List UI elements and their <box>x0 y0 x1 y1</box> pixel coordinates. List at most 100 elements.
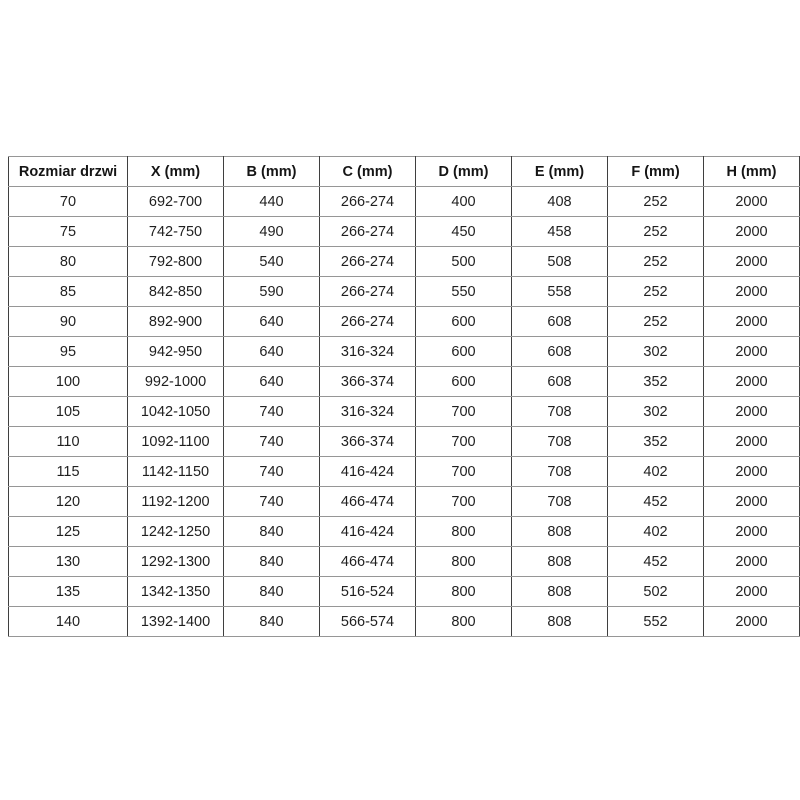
table-row: 125 1242-1250 840 416-424 800 808 402 2000 <box>8 516 800 547</box>
dimension-value-cell: 2000 <box>703 216 800 247</box>
dimension-value-cell: 508 <box>511 246 608 277</box>
dimension-value-cell: 302 <box>607 336 704 367</box>
dimension-value-cell: 252 <box>607 306 704 337</box>
dimension-value-cell: 840 <box>223 546 320 577</box>
dimension-value-cell: 2000 <box>703 396 800 427</box>
table-row: 85 842-850 590 266-274 550 558 252 2000 <box>8 276 800 307</box>
dimension-value-cell: 842-850 <box>127 276 224 307</box>
table-row: 100 992-1000 640 366-374 600 608 352 2000 <box>8 366 800 397</box>
dimension-value-cell: 640 <box>223 306 320 337</box>
table-row: 90 892-900 640 266-274 600 608 252 2000 <box>8 306 800 337</box>
table-body: 70 692-700 440 266-274 400 408 252 2000 75 742-75… <box>8 186 800 637</box>
dimension-value-cell: 402 <box>607 456 704 487</box>
dimension-value-cell: 550 <box>415 276 512 307</box>
dimension-value-cell: 700 <box>415 456 512 487</box>
dimension-value-cell: 892-900 <box>127 306 224 337</box>
dimension-value-cell: 2000 <box>703 366 800 397</box>
dimension-value-cell: 2000 <box>703 456 800 487</box>
dimension-value-cell: 792-800 <box>127 246 224 277</box>
dimension-value-cell: 600 <box>415 336 512 367</box>
dimension-value-cell: 942-950 <box>127 336 224 367</box>
dimension-value-cell: 708 <box>511 426 608 457</box>
dimension-value-cell: 502 <box>607 576 704 607</box>
dimension-value-cell: 2000 <box>703 576 800 607</box>
dimension-value-cell: 252 <box>607 216 704 247</box>
dimension-value-cell: 2000 <box>703 186 800 217</box>
dimension-value-cell: 1242-1250 <box>127 516 224 547</box>
dimension-value-cell: 708 <box>511 486 608 517</box>
dimension-value-cell: 252 <box>607 246 704 277</box>
table-row: 70 692-700 440 266-274 400 408 252 2000 <box>8 186 800 217</box>
dimension-value-cell: 366-374 <box>319 366 416 397</box>
door-size-cell: 115 <box>8 456 128 487</box>
dimension-value-cell: 516-524 <box>319 576 416 607</box>
column-header: Rozmiar drzwi <box>8 156 128 187</box>
dimension-value-cell: 2000 <box>703 276 800 307</box>
table-row: 95 942-950 640 316-324 600 608 302 2000 <box>8 336 800 367</box>
dimension-value-cell: 458 <box>511 216 608 247</box>
dimension-value-cell: 1092-1100 <box>127 426 224 457</box>
dimension-value-cell: 740 <box>223 456 320 487</box>
dimension-value-cell: 566-574 <box>319 606 416 637</box>
dimension-value-cell: 740 <box>223 426 320 457</box>
dimension-value-cell: 700 <box>415 486 512 517</box>
dimension-value-cell: 466-474 <box>319 546 416 577</box>
dimension-value-cell: 266-274 <box>319 276 416 307</box>
dimension-value-cell: 316-324 <box>319 396 416 427</box>
dimension-value-cell: 266-274 <box>319 246 416 277</box>
dimension-value-cell: 800 <box>415 516 512 547</box>
dimension-value-cell: 1292-1300 <box>127 546 224 577</box>
dimension-value-cell: 608 <box>511 336 608 367</box>
door-size-cell: 130 <box>8 546 128 577</box>
dimension-value-cell: 708 <box>511 456 608 487</box>
dimension-value-cell: 800 <box>415 546 512 577</box>
column-header: F (mm) <box>607 156 704 187</box>
dimension-value-cell: 800 <box>415 606 512 637</box>
dimension-value-cell: 2000 <box>703 246 800 277</box>
table-row: 75 742-750 490 266-274 450 458 252 2000 <box>8 216 800 247</box>
door-size-cell: 100 <box>8 366 128 397</box>
dimension-value-cell: 466-474 <box>319 486 416 517</box>
dimension-value-cell: 740 <box>223 396 320 427</box>
table-row: 110 1092-1100 740 366-374 700 708 352 2000 <box>8 426 800 457</box>
dimension-value-cell: 552 <box>607 606 704 637</box>
dimension-value-cell: 416-424 <box>319 516 416 547</box>
dimension-value-cell: 490 <box>223 216 320 247</box>
door-size-cell: 85 <box>8 276 128 307</box>
dimension-value-cell: 558 <box>511 276 608 307</box>
dimension-value-cell: 600 <box>415 366 512 397</box>
size-table: Rozmiar drzwi X (mm) B (mm) C (mm) D (mm) E (… <box>8 156 800 637</box>
dimension-value-cell: 2000 <box>703 516 800 547</box>
dimension-value-cell: 2000 <box>703 426 800 457</box>
door-size-cell: 75 <box>8 216 128 247</box>
dimension-value-cell: 440 <box>223 186 320 217</box>
dimension-value-cell: 500 <box>415 246 512 277</box>
dimension-value-cell: 400 <box>415 186 512 217</box>
dimension-value-cell: 252 <box>607 186 704 217</box>
table-row: 120 1192-1200 740 466-474 700 708 452 2000 <box>8 486 800 517</box>
dimension-value-cell: 600 <box>415 306 512 337</box>
dimension-value-cell: 352 <box>607 366 704 397</box>
column-header: E (mm) <box>511 156 608 187</box>
dimension-value-cell: 452 <box>607 546 704 577</box>
dimension-value-cell: 2000 <box>703 336 800 367</box>
dimension-value-cell: 302 <box>607 396 704 427</box>
column-header: X (mm) <box>127 156 224 187</box>
table-row: 115 1142-1150 740 416-424 700 708 402 2000 <box>8 456 800 487</box>
header-row: Rozmiar drzwi X (mm) B (mm) C (mm) D (mm) E (… <box>8 156 800 187</box>
dimension-value-cell: 408 <box>511 186 608 217</box>
dimension-value-cell: 266-274 <box>319 216 416 247</box>
dimension-value-cell: 742-750 <box>127 216 224 247</box>
dimension-value-cell: 640 <box>223 336 320 367</box>
dimension-value-cell: 366-374 <box>319 426 416 457</box>
dimension-value-cell: 352 <box>607 426 704 457</box>
dimension-value-cell: 840 <box>223 516 320 547</box>
dimension-value-cell: 700 <box>415 396 512 427</box>
dimension-value-cell: 808 <box>511 576 608 607</box>
door-size-cell: 120 <box>8 486 128 517</box>
column-header: C (mm) <box>319 156 416 187</box>
table-row: 140 1392-1400 840 566-574 800 808 552 2000 <box>8 606 800 637</box>
dimension-value-cell: 740 <box>223 486 320 517</box>
dimension-value-cell: 708 <box>511 396 608 427</box>
